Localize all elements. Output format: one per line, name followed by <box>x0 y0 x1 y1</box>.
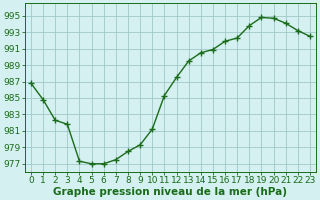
X-axis label: Graphe pression niveau de la mer (hPa): Graphe pression niveau de la mer (hPa) <box>53 187 287 197</box>
